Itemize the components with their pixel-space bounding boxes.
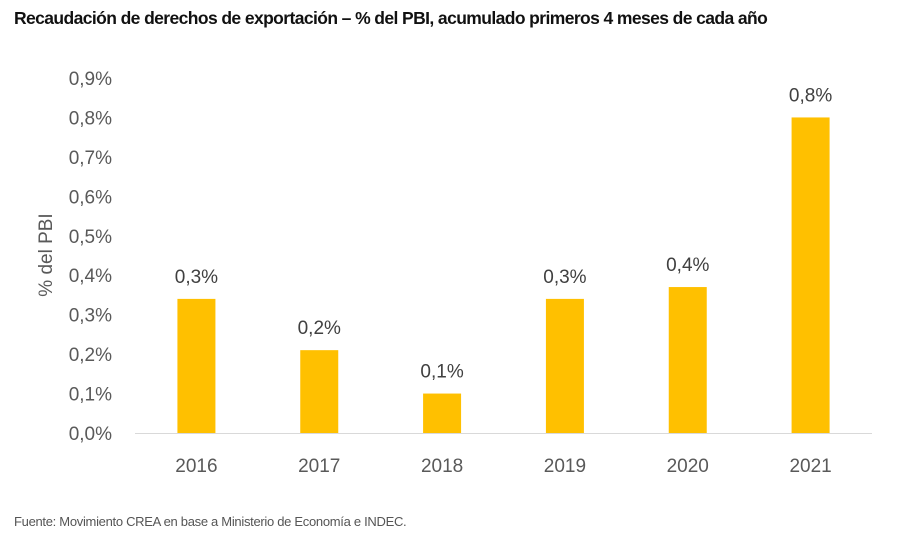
y-tick-label: 0,9% [69,69,112,90]
bar-2021 [791,117,830,433]
bar-2018 [423,393,462,433]
x-tick-label: 2020 [667,456,709,477]
x-tick-label: 2021 [789,456,831,477]
y-axis-title: % del PBI [36,213,57,296]
y-tick-label: 0,3% [69,306,112,327]
bar-2019 [545,298,584,433]
y-tick-label: 0,2% [69,345,112,366]
x-tick-label: 2018 [421,456,463,477]
y-tick-label: 0,5% [69,227,112,248]
bar-2017 [300,350,339,433]
y-tick-label: 0,0% [69,424,112,445]
x-tick-label: 2017 [298,456,340,477]
chart-title: Recaudación de derechos de exportación –… [14,8,768,28]
y-tick-label: 0,6% [69,187,112,208]
data-label: 0,3% [175,267,218,288]
y-tick-label: 0,8% [69,108,112,129]
y-tick-label: 0,7% [69,148,112,169]
x-tick-label: 2019 [544,456,586,477]
data-label: 0,4% [666,255,709,276]
data-label: 0,2% [298,318,341,339]
y-tick-label: 0,1% [69,385,112,406]
y-tick-label: 0,4% [69,266,112,287]
data-label: 0,8% [789,85,832,106]
bar-2020 [668,287,707,433]
data-label: 0,3% [543,267,586,288]
bar-2016 [177,298,216,433]
data-label: 0,1% [420,362,463,383]
source-note: Fuente: Movimiento CREA en base a Minist… [14,514,407,529]
x-tick-label: 2016 [175,456,217,477]
